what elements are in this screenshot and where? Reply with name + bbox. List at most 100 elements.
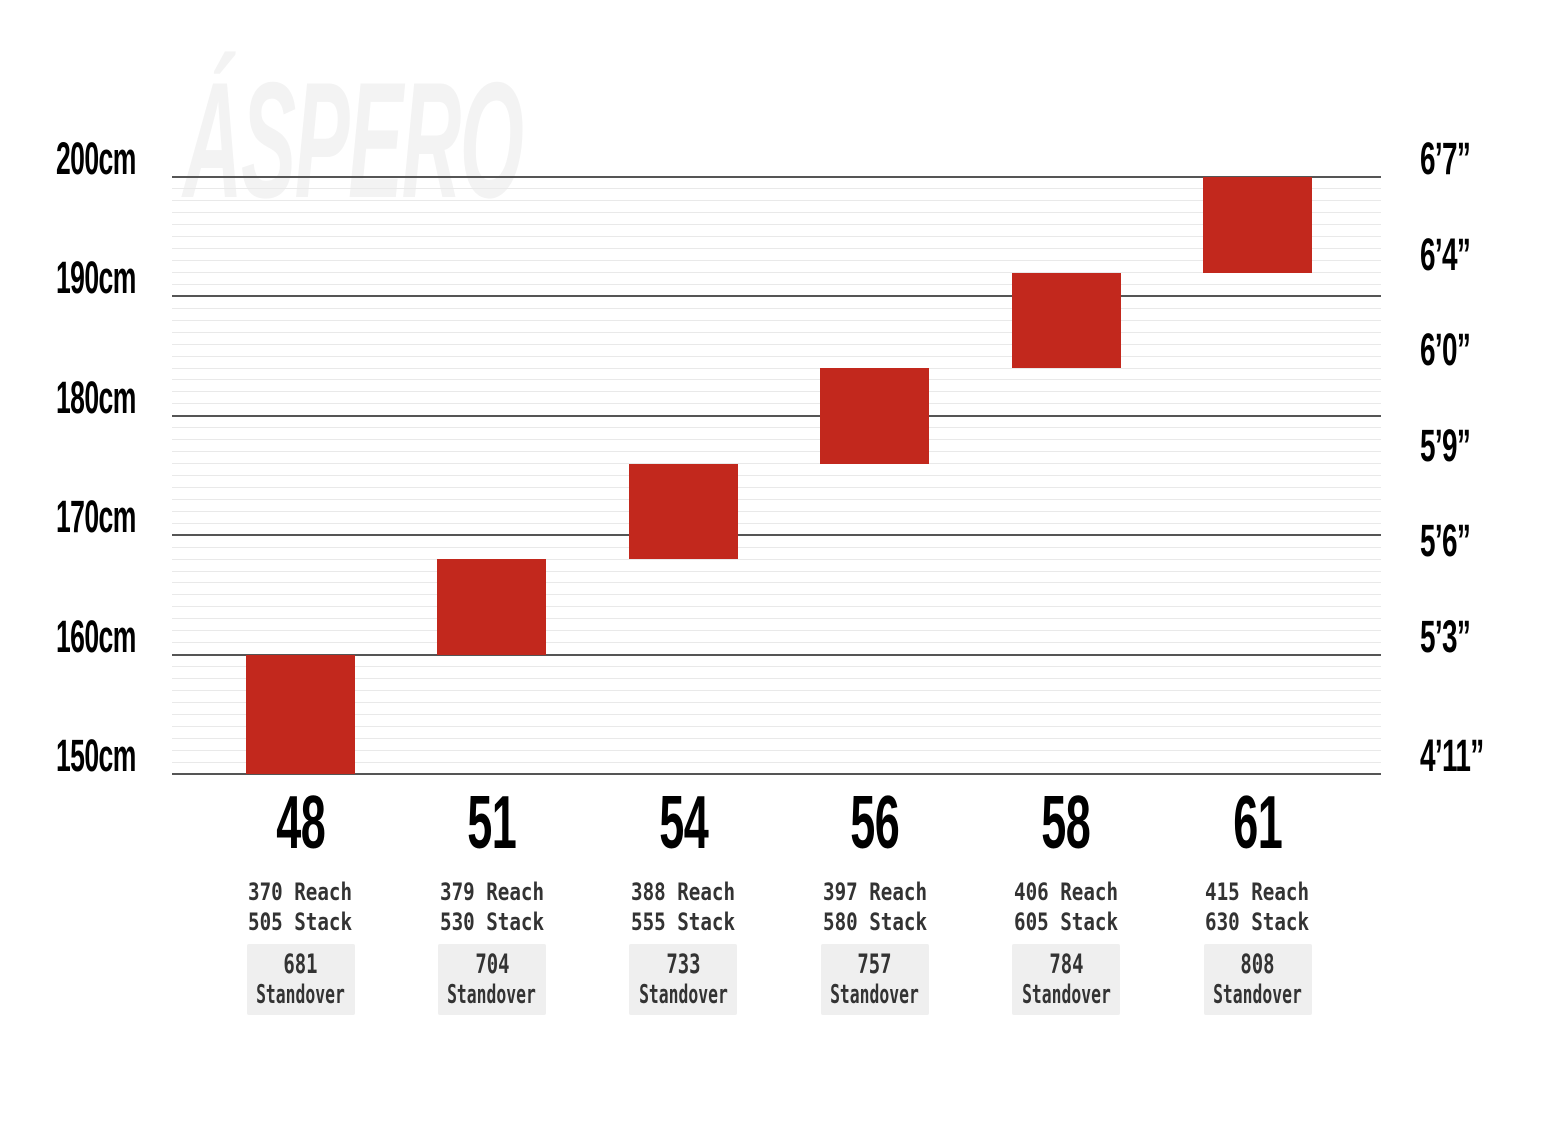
standover-value: 757 bbox=[857, 949, 892, 980]
gridline-minor bbox=[172, 224, 1381, 226]
gridline-minor bbox=[172, 713, 1381, 715]
standover-box-48: 681 Standover bbox=[246, 944, 355, 1015]
standover-label: Standover bbox=[447, 980, 537, 1010]
gridline-minor bbox=[172, 701, 1381, 703]
stack-value-label: 605 Stack bbox=[1014, 908, 1119, 936]
reach-row-48: 370 Reach bbox=[201, 880, 401, 905]
gridline-minor bbox=[172, 546, 1381, 548]
y-axis-right-tick-label: 5’6” bbox=[1420, 515, 1471, 567]
size-bar-58 bbox=[1011, 272, 1121, 369]
standover-box-61: 808 Standover bbox=[1203, 944, 1312, 1015]
y-axis-right-tick-label: 5’9” bbox=[1420, 419, 1471, 471]
gridline-minor bbox=[172, 618, 1381, 620]
standover-box-58: 784 Standover bbox=[1012, 944, 1121, 1015]
stack-value-label: 555 Stack bbox=[631, 908, 736, 936]
gridline-minor bbox=[172, 355, 1381, 357]
y-axis-right-tick-160: 5’3” bbox=[1420, 614, 1471, 659]
reach-row-56: 397 Reach bbox=[775, 880, 975, 905]
size-bar-56 bbox=[820, 368, 930, 464]
gridline-minor bbox=[172, 498, 1381, 500]
gridline-minor bbox=[172, 451, 1381, 453]
aspero-watermark: ÁSPERO bbox=[183, 48, 524, 232]
reach-row-51: 379 Reach bbox=[392, 880, 592, 905]
standover-value: 808 bbox=[1240, 949, 1275, 980]
gridline-major bbox=[172, 295, 1381, 298]
y-axis-left-tick-180: 180cm bbox=[56, 375, 136, 420]
reach-row-61: 415 Reach bbox=[1158, 880, 1358, 905]
reach-value-label: 415 Reach bbox=[1205, 878, 1310, 906]
size-bar-61 bbox=[1203, 177, 1312, 273]
gridline-minor bbox=[172, 749, 1381, 751]
gridline-minor bbox=[172, 594, 1381, 596]
standover-box-51: 704 Standover bbox=[437, 944, 546, 1015]
gridline-minor bbox=[172, 307, 1381, 309]
gridline-minor bbox=[172, 510, 1381, 512]
gridline-major bbox=[172, 653, 1381, 656]
gridline-minor bbox=[172, 331, 1381, 333]
gridline-minor bbox=[172, 475, 1381, 476]
size-number: 54 bbox=[658, 780, 708, 864]
gridline-minor bbox=[172, 666, 1381, 668]
gridline-minor bbox=[172, 737, 1381, 739]
reach-value-label: 406 Reach bbox=[1014, 878, 1119, 906]
gridline-minor bbox=[172, 188, 1381, 190]
size-label-48: 48 bbox=[201, 785, 401, 860]
reach-value-label: 388 Reach bbox=[631, 878, 736, 906]
y-axis-left-tick-200: 200cm bbox=[56, 136, 136, 181]
y-axis-left-tick-170: 170cm bbox=[56, 494, 136, 539]
gridline-minor bbox=[172, 319, 1381, 321]
size-label-51: 51 bbox=[392, 785, 592, 860]
size-bar-54 bbox=[628, 463, 738, 560]
size-number: 51 bbox=[467, 780, 517, 864]
standover-value: 784 bbox=[1049, 949, 1084, 980]
y-axis-right-tick-label: 6’0” bbox=[1420, 324, 1471, 376]
stack-value-label: 505 Stack bbox=[248, 908, 353, 936]
stack-row-58: 605 Stack bbox=[966, 910, 1166, 935]
stack-row-51: 530 Stack bbox=[392, 910, 592, 935]
size-bar-48 bbox=[246, 654, 355, 774]
gridline-minor bbox=[172, 212, 1381, 214]
gridline-minor bbox=[172, 642, 1381, 644]
gridline-minor bbox=[172, 439, 1381, 441]
gridline-minor bbox=[172, 486, 1381, 488]
y-axis-left-tick-190: 190cm bbox=[56, 255, 136, 300]
reach-row-54: 388 Reach bbox=[583, 880, 783, 905]
gridline-minor bbox=[172, 427, 1381, 429]
gridline-minor bbox=[172, 260, 1381, 262]
standover-label: Standover bbox=[1021, 980, 1111, 1010]
y-axis-left-tick-150: 150cm bbox=[56, 733, 136, 778]
size-label-58: 58 bbox=[966, 785, 1166, 860]
gridline-minor bbox=[172, 200, 1381, 202]
standover-box-54: 733 Standover bbox=[629, 944, 738, 1015]
gridline-minor bbox=[172, 236, 1381, 238]
reach-value-label: 370 Reach bbox=[248, 878, 353, 906]
y-axis-left-tick-160: 160cm bbox=[56, 614, 136, 659]
y-axis-right-tick-150: 4’11” bbox=[1420, 733, 1484, 778]
stack-value-label: 580 Stack bbox=[822, 908, 927, 936]
size-label-61: 61 bbox=[1158, 785, 1358, 860]
y-axis-right-tick-176: 5’9” bbox=[1420, 419, 1471, 471]
gridline-minor bbox=[172, 367, 1381, 369]
gridline-minor bbox=[172, 689, 1381, 691]
size-number: 61 bbox=[1233, 780, 1282, 864]
gridline-minor bbox=[172, 582, 1381, 584]
standover-value: 681 bbox=[283, 949, 318, 980]
size-number: 56 bbox=[850, 780, 900, 864]
y-axis-left-tick-label: 190cm bbox=[56, 252, 136, 304]
standover-box-56: 757 Standover bbox=[820, 944, 929, 1015]
gridline-minor bbox=[172, 403, 1381, 405]
gridline-minor bbox=[172, 725, 1381, 727]
gridline-minor bbox=[172, 677, 1381, 679]
size-number: 58 bbox=[1041, 780, 1091, 864]
gridline-minor bbox=[172, 379, 1381, 381]
gridline-major bbox=[172, 534, 1381, 537]
y-axis-right-tick-192: 6’4” bbox=[1420, 232, 1471, 277]
stack-value-label: 630 Stack bbox=[1205, 908, 1310, 936]
gridline-minor bbox=[172, 558, 1381, 560]
standover-label: Standover bbox=[638, 980, 728, 1010]
standover-label: Standover bbox=[830, 980, 920, 1010]
stack-value-label: 530 Stack bbox=[439, 908, 544, 936]
size-bar-51 bbox=[437, 559, 547, 655]
